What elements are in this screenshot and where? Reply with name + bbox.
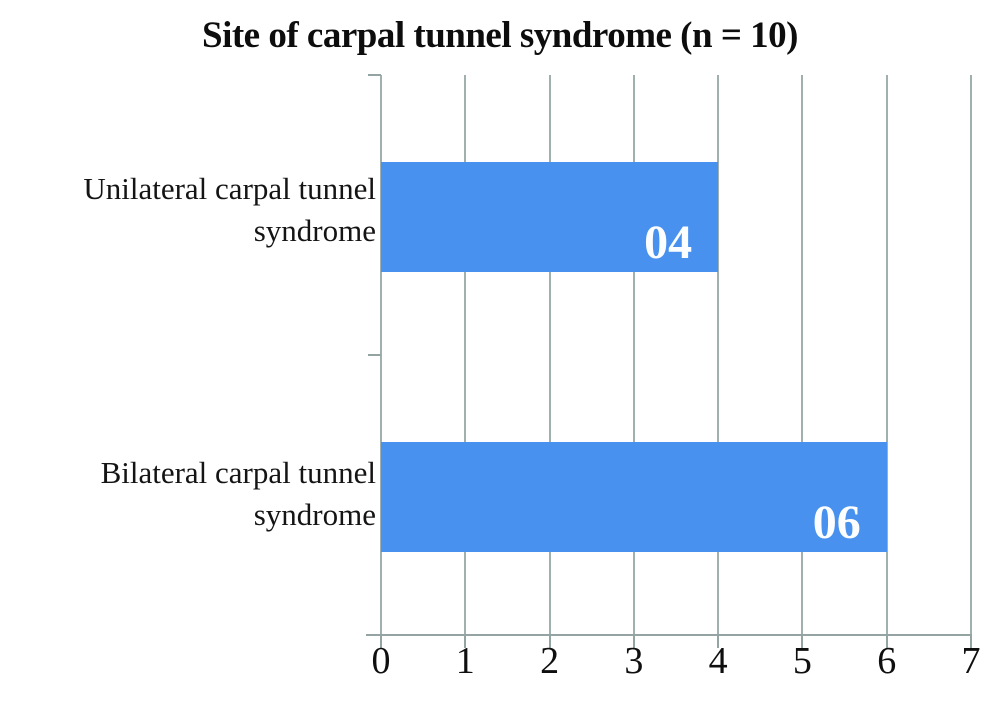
plot-area: 04 06 [366,74,972,648]
x-tick-label: 7 [961,640,981,682]
x-tick-label: 4 [708,640,728,682]
category-label-line: Bilateral carpal tunnel [100,455,376,490]
y-axis-tick-top [368,74,381,76]
category-label-line: syndrome [253,213,376,248]
bar-value-label: 06 [812,496,861,550]
x-tick-label: 2 [540,640,560,682]
x-tick-label: 3 [624,640,644,682]
gridline [970,75,972,635]
x-tick-label: 1 [455,640,475,682]
bar-unilateral: 04 [381,162,719,272]
bar-value-label: 04 [644,216,693,270]
x-axis-tick [885,635,888,648]
x-tick-label: 5 [792,640,812,682]
gridline [464,75,467,635]
x-axis-tick [717,635,720,648]
y-axis-line [380,75,382,635]
x-axis-tick [970,635,972,648]
x-axis-tick-labels: 0 1 2 3 4 5 6 7 [372,640,981,691]
x-axis-tick [464,635,467,648]
chart-title: Site of carpal tunnel syndrome (n = 10) [202,15,799,56]
x-axis-tick [801,635,804,648]
y-axis-tick-middle [368,354,381,356]
gridline [548,75,551,635]
bar-bilateral: 06 [381,442,887,552]
gridline [632,75,635,635]
x-tick-label: 0 [371,640,391,682]
x-axis-tick [548,635,551,648]
x-tick-label: 6 [877,640,897,682]
gridline [885,75,888,635]
gridline [801,75,804,635]
x-axis-line [366,634,972,636]
gridline [717,75,720,635]
category-label-line: Unilateral carpal tunnel [83,171,376,206]
x-axis-tick [632,635,635,648]
category-label-bilateral: Bilateral carpal tunnel syndrome [0,452,376,536]
x-axis-tick [380,635,382,648]
category-label-unilateral: Unilateral carpal tunnel syndrome [0,168,376,252]
category-label-line: syndrome [253,497,376,532]
